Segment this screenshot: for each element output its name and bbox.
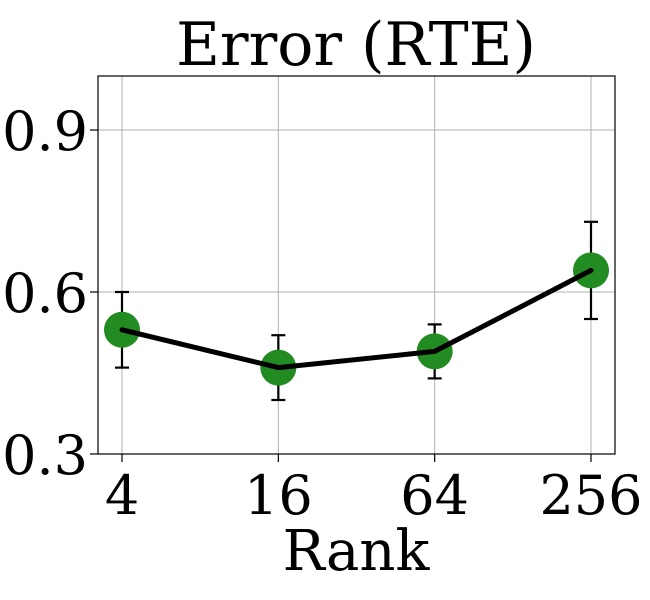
x-tick-label: 4 (105, 464, 139, 527)
grid (98, 76, 615, 455)
y-tick-label: 0.9 (2, 100, 88, 163)
x-tick-label: 16 (244, 464, 313, 527)
series-line (119, 267, 594, 371)
y-tick-label: 0.3 (2, 424, 88, 487)
chart-title: Error (RTE) (176, 10, 536, 80)
data-series (104, 220, 609, 402)
axis-ticks: 4 16 64 256 0.3 0.6 0.9 (2, 100, 642, 527)
y-tick-label: 0.6 (2, 262, 88, 325)
plot-frame (97, 75, 616, 455)
x-tick-label: 256 (539, 464, 642, 527)
x-tick-label: 64 (400, 464, 469, 527)
x-axis-label: Rank (283, 519, 431, 584)
